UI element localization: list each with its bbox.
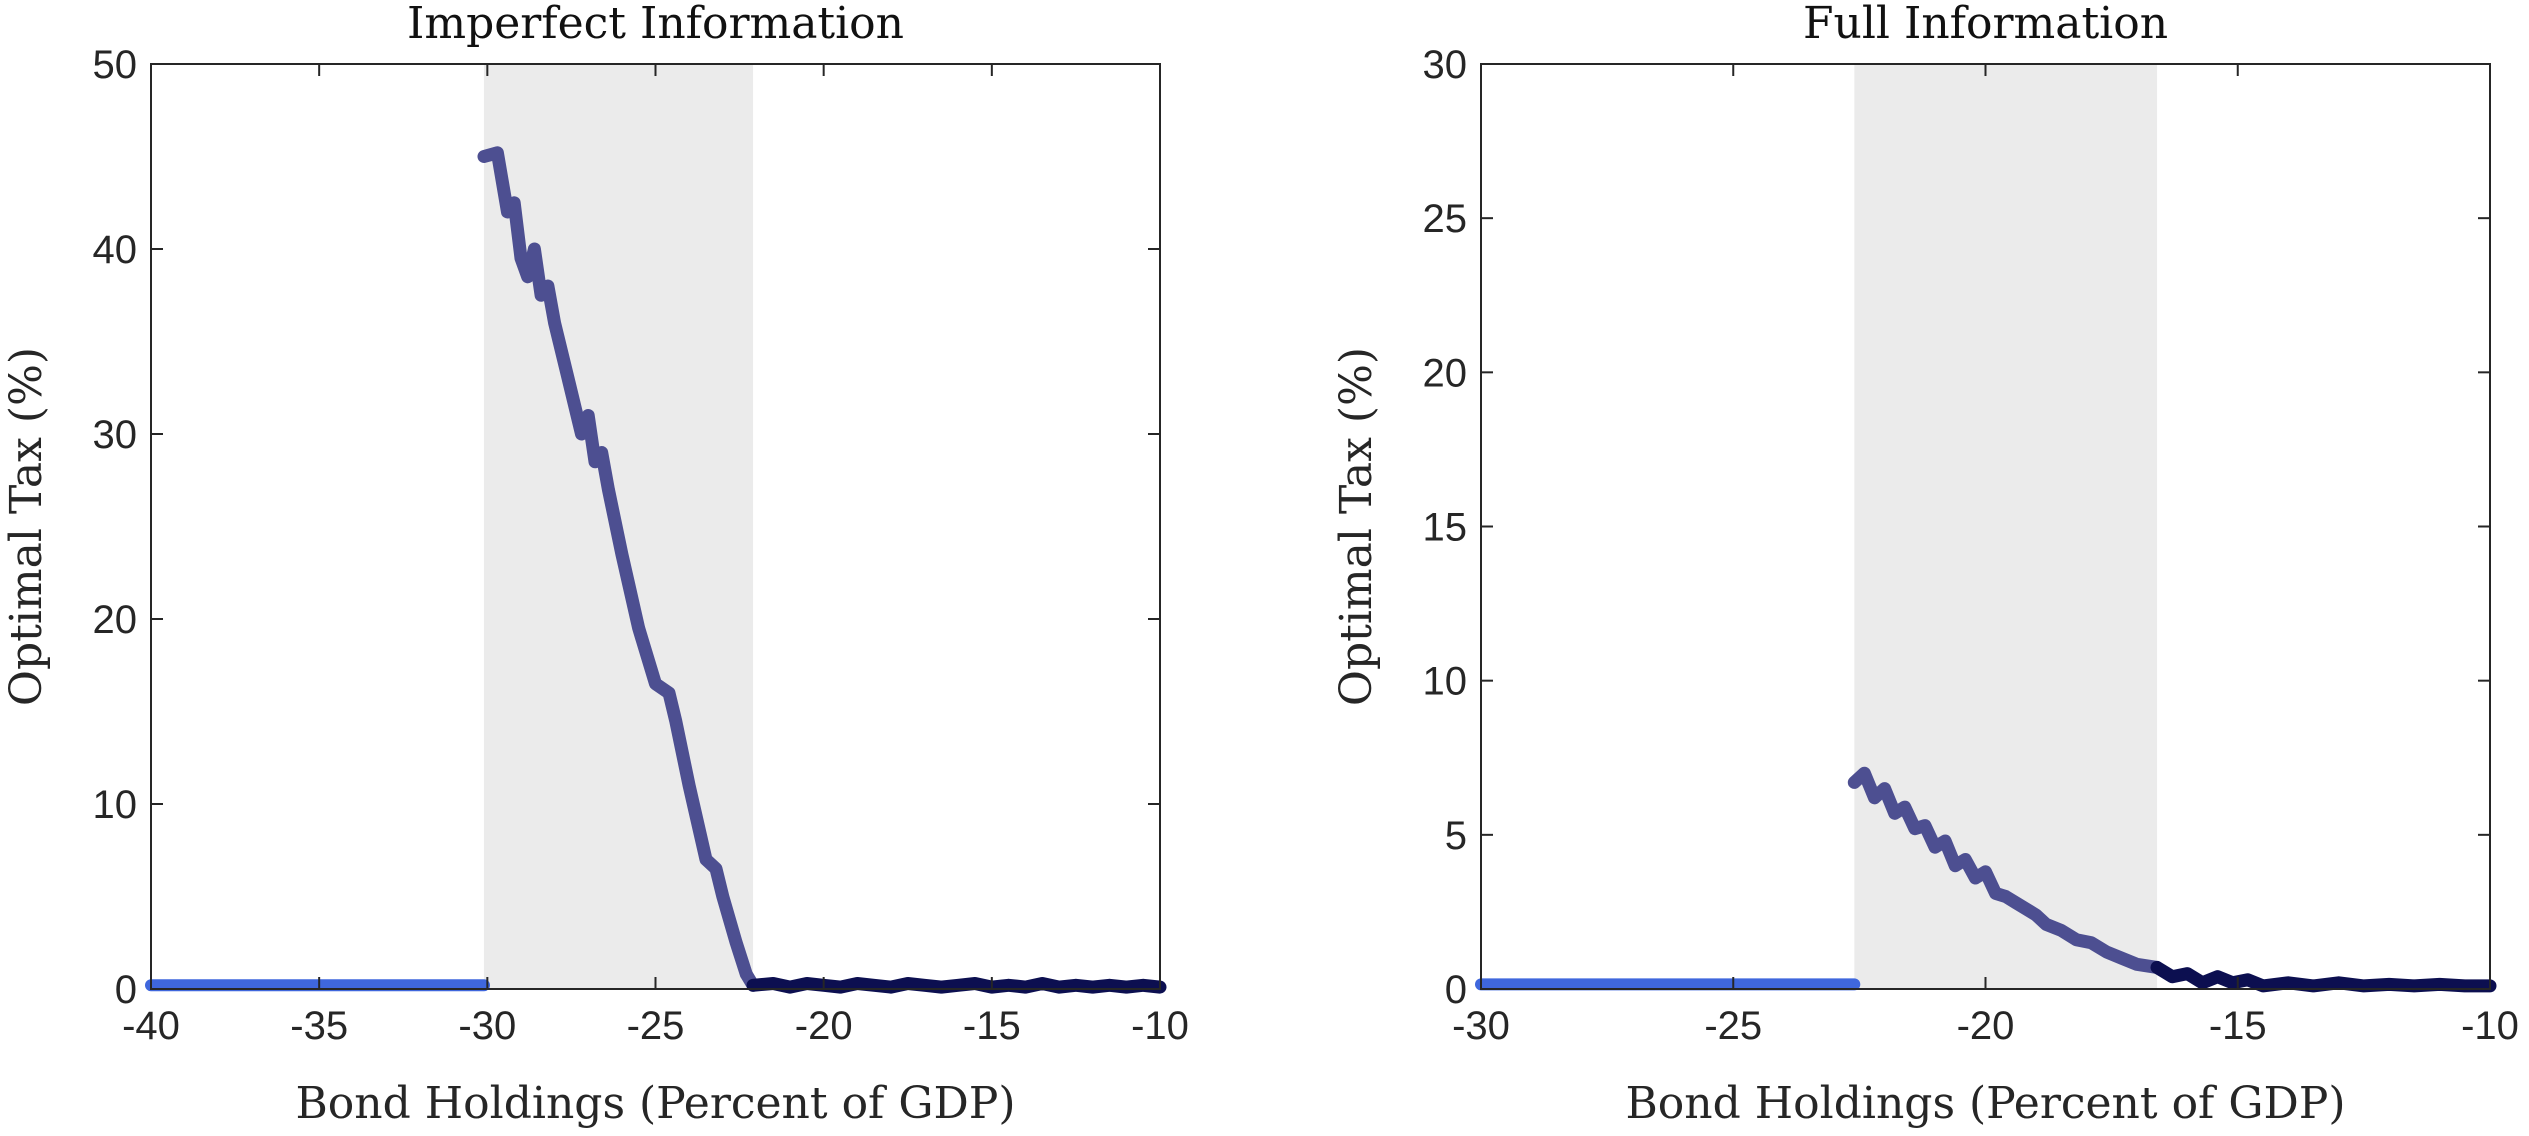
x-tick-label: -40 [122,1004,180,1048]
series-line-1 [477,146,760,992]
x-axis-label: Bond Holdings (Percent of GDP) [1625,1078,2345,1129]
x-tick-label: -30 [458,1004,516,1048]
series-line-1 [1847,766,2164,974]
x-tick-label: -25 [627,1004,685,1048]
y-tick-label: 20 [1423,351,1468,395]
y-tick-label: 0 [115,968,137,1012]
x-tick-label: -25 [1704,1004,1762,1048]
x-tick-label: -10 [2461,1004,2519,1048]
y-tick-label: 15 [1423,506,1468,550]
y-tick-label: 0 [1445,968,1467,1012]
y-tick-label: 30 [1423,43,1468,87]
y-tick-label: 5 [1445,814,1467,858]
series-line-2 [2150,960,2497,993]
x-axis-label: Bond Holdings (Percent of GDP) [295,1078,1015,1129]
y-tick-label: 10 [1423,660,1468,704]
x-tick-label: -20 [1957,1004,2015,1048]
chart-imperfect-information: -40 -35 -30 -25 -20 -15 -10 0 10 20 30 40 50 Imperfec… [1,0,1189,1129]
y-axis-label: Optimal Tax (%) [1331,347,1382,706]
x-tick-label: -35 [290,1004,348,1048]
y-tick-label: 10 [93,783,138,827]
series-line-2 [746,977,1167,994]
y-tick-label: 25 [1423,197,1468,241]
x-tick-label: -30 [1452,1004,1510,1048]
x-tick-label: -20 [795,1004,853,1048]
x-tick-label: -15 [2209,1004,2267,1048]
y-tick-label: 50 [93,43,138,87]
shaded-region [1854,64,2158,989]
y-tick-label: 30 [93,413,138,457]
chart-title: Imperfect Information [407,0,904,49]
x-tick-label: -15 [963,1004,1021,1048]
y-tick-label: 20 [93,598,138,642]
x-tick-label: -10 [1131,1004,1189,1048]
y-tick-label: 40 [93,228,138,272]
chart-full-information: -30 -25 -20 -15 -10 0 5 10 15 20 25 30 Full Informat… [1331,0,2519,1129]
y-axis-label: Optimal Tax (%) [1,347,52,706]
chart-title: Full Information [1803,0,2168,49]
